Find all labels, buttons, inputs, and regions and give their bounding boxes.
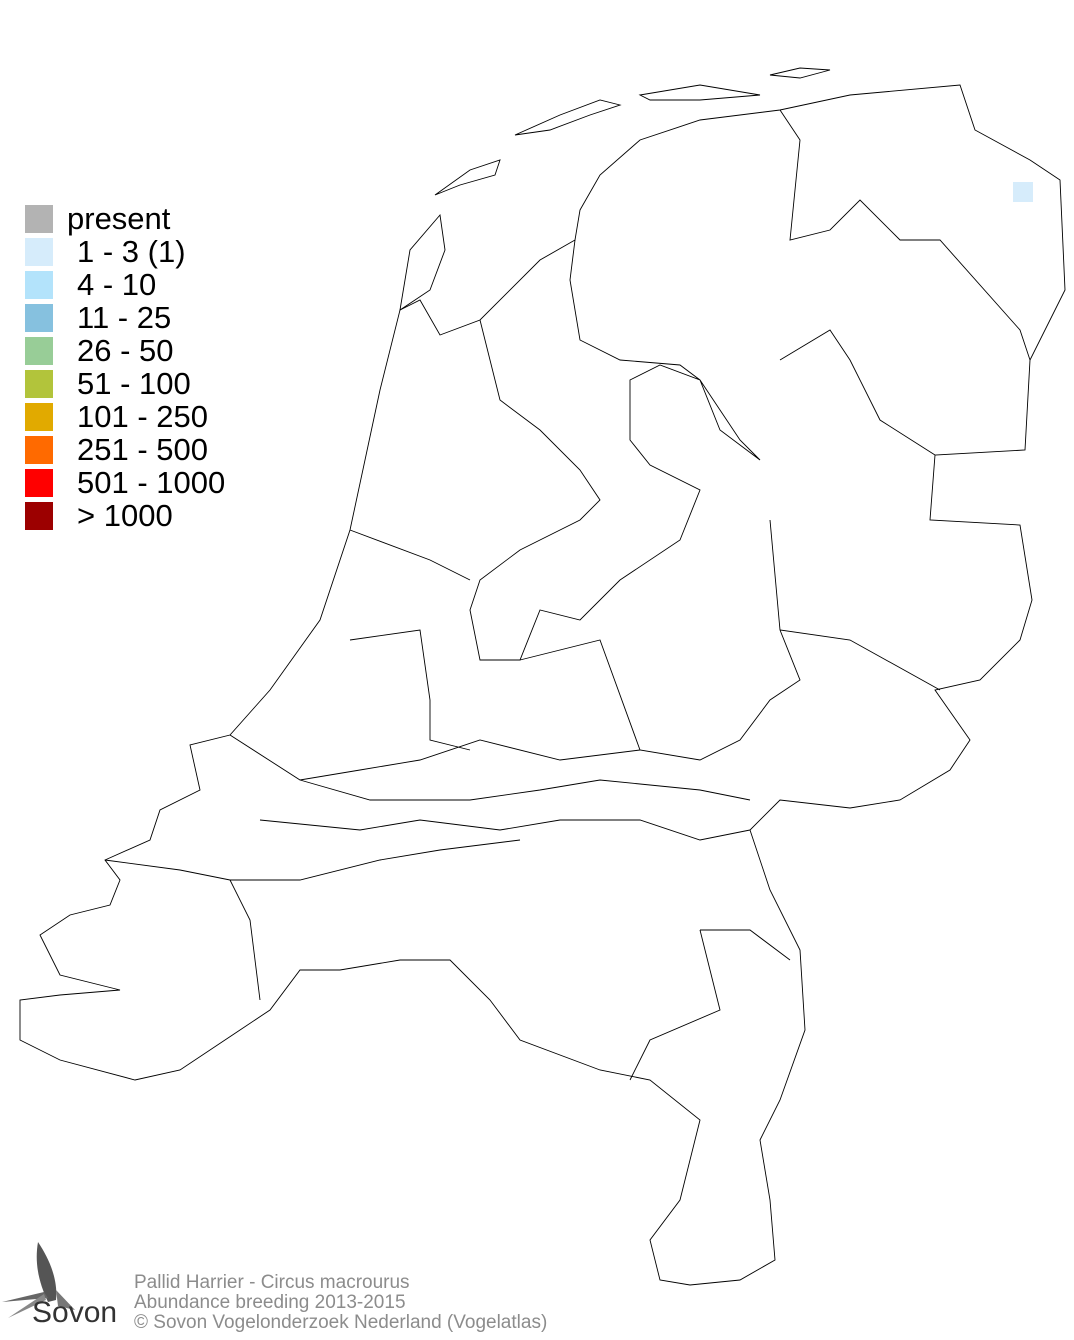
legend-item: 11 - 25 xyxy=(25,301,225,334)
legend-item: 251 - 500 xyxy=(25,433,225,466)
swallow-logo-icon xyxy=(2,1242,75,1318)
ijsselmeer-shore xyxy=(469,239,761,661)
legend-label: > 1000 xyxy=(77,498,173,533)
legend-item: > 1000 xyxy=(25,499,225,532)
legend-item: 101 - 250 xyxy=(25,400,225,433)
legend-item: 501 - 1000 xyxy=(25,466,225,499)
legend-item: 51 - 100 xyxy=(25,367,225,400)
legend-label: present xyxy=(67,201,171,236)
sovon-logo-text: Sovon xyxy=(32,1296,118,1329)
species-title: Pallid Harrier - Circus macrourus xyxy=(134,1272,410,1293)
legend-swatch xyxy=(25,435,53,464)
legend-label: 11 - 25 xyxy=(77,300,172,335)
legend-swatch xyxy=(25,336,53,365)
legend-swatch xyxy=(25,204,53,233)
legend-label: 51 - 100 xyxy=(77,366,191,401)
legend-label: 1 - 3 (1) xyxy=(77,234,186,269)
legend-item: 26 - 50 xyxy=(25,334,225,367)
legend-swatch xyxy=(25,369,53,398)
wadden-islands xyxy=(399,67,831,311)
legend-swatch xyxy=(25,501,53,530)
legend: present 1 - 3 (1) 4 - 10 11 - 25 26 - 50… xyxy=(25,202,225,532)
legend-swatch xyxy=(25,468,53,497)
legend-label: 101 - 250 xyxy=(77,399,208,434)
legend-swatch xyxy=(25,402,53,431)
legend-swatch xyxy=(25,303,53,332)
legend-item: 1 - 3 (1) xyxy=(25,235,225,268)
abundance-cell-1-3 xyxy=(1013,182,1033,202)
legend-label: 251 - 500 xyxy=(77,432,208,467)
legend-label: 501 - 1000 xyxy=(77,465,226,500)
country-outline xyxy=(19,84,1066,1286)
copyright: © Sovon Vogelonderzoek Nederland (Vogela… xyxy=(134,1312,548,1333)
legend-item: present xyxy=(25,202,225,235)
legend-swatch xyxy=(25,237,53,266)
legend-label: 26 - 50 xyxy=(77,333,174,368)
legend-item: 4 - 10 xyxy=(25,268,225,301)
legend-label: 4 - 10 xyxy=(77,267,157,302)
legend-swatch xyxy=(25,270,53,299)
map-subtitle: Abundance breeding 2013-2015 xyxy=(134,1292,406,1313)
map-caption: Pallid Harrier - Circus macrourus Abunda… xyxy=(134,1273,547,1333)
province-borders xyxy=(104,109,1031,1081)
